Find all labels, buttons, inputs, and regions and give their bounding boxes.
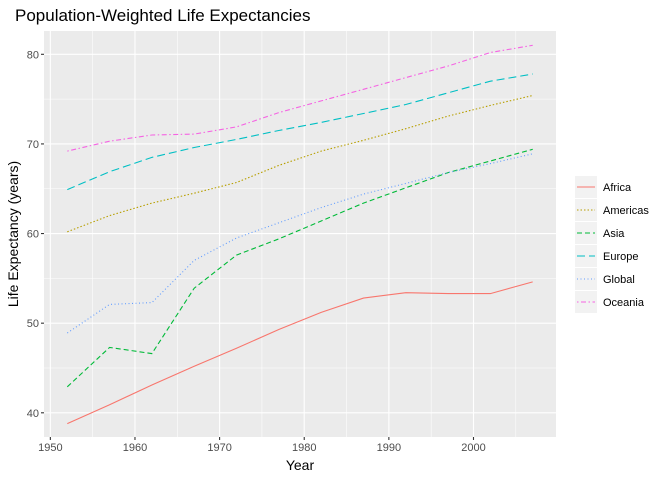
series-line-asia (66, 148, 533, 388)
legend: Africa Americas Asia Europe Global Oceania (575, 176, 649, 313)
y-tick-label: 80 (27, 49, 39, 61)
legend-label: Asia (603, 228, 625, 240)
y-tick-label: 60 (27, 229, 39, 241)
series-line-oceania (67, 44, 533, 152)
series-lines (66, 44, 533, 425)
axis-ticks: 1950 1960 1970 1980 1990 2000 40 50 60 70 80 (27, 49, 486, 454)
legend-key-bg (575, 199, 597, 221)
legend-label: Americas (603, 205, 649, 217)
legend-key-bg (575, 245, 597, 267)
legend-label: Europe (603, 251, 638, 263)
x-tick-label: 1980 (292, 442, 316, 454)
x-tick-label: 2000 (461, 442, 485, 454)
y-tick-label: 70 (27, 139, 39, 151)
series-line-africa (67, 281, 533, 425)
x-tick-label: 1960 (123, 442, 147, 454)
x-tick-label: 1990 (377, 442, 401, 454)
major-gridlines (44, 31, 556, 437)
y-tick-label: 50 (27, 318, 39, 330)
y-axis-title: Life Expectancy (years) (5, 161, 21, 307)
legend-label: Africa (603, 182, 632, 194)
legend-label: Oceania (603, 297, 645, 309)
y-tick-label: 40 (27, 408, 39, 420)
legend-key-bg (575, 268, 597, 290)
chart-title: Population-Weighted Life Expectancies (15, 6, 310, 25)
x-axis-title: Year (286, 457, 315, 473)
x-tick-label: 1970 (207, 442, 231, 454)
series-line-europe (67, 73, 533, 191)
x-tick-label: 1950 (38, 442, 62, 454)
legend-label: Global (603, 274, 635, 286)
